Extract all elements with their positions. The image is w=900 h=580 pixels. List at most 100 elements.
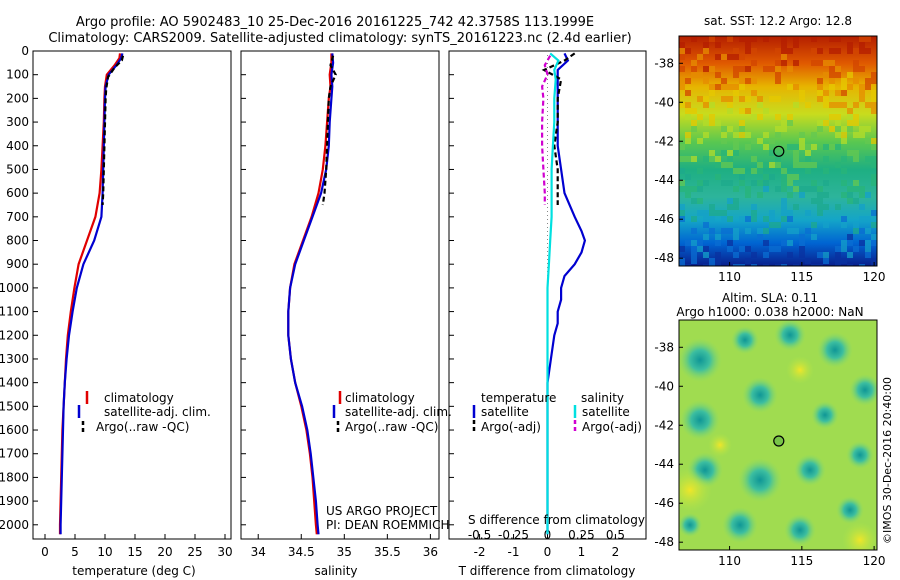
sst-pixel (787, 66, 793, 72)
sst-pixel (787, 228, 793, 234)
sla-eddy (836, 496, 864, 524)
series-line-temperature-argo-adj- (541, 52, 576, 205)
sst-pixel (781, 180, 787, 186)
sst-pixel (727, 126, 733, 132)
sst-pixel (739, 120, 745, 126)
salinity-diff-tick-label: 0.5 (606, 528, 625, 542)
sst-pixel (751, 90, 757, 96)
sst-pixel (697, 96, 703, 102)
sst-pixel (685, 192, 691, 198)
temperature-axes (32, 50, 232, 540)
sla-eddy (679, 338, 722, 382)
sst-pixel (739, 216, 745, 222)
map-y-tick-label: -42 (654, 418, 674, 432)
sst-pixel (781, 210, 787, 216)
sst-pixel (787, 240, 793, 246)
sst-pixel (835, 258, 841, 264)
sst-pixel (823, 120, 829, 126)
sst-pixel (841, 78, 847, 84)
sla-eddy (731, 326, 759, 354)
depth-tick-label: 1400 (0, 376, 29, 390)
map-x-tick-label: 120 (863, 270, 886, 284)
sst-pixel (847, 234, 853, 240)
sst-pixel (781, 120, 787, 126)
depth-tick-label: 2000 (0, 518, 29, 532)
sst-pixel (745, 48, 751, 54)
sla-warm-patch (842, 522, 877, 550)
sst-pixel (871, 102, 877, 108)
sla-eddy (738, 458, 782, 502)
sst-pixel (751, 210, 757, 216)
sst-pixel (835, 132, 841, 138)
sst-pixel (823, 90, 829, 96)
sst-pixel (685, 186, 691, 192)
sst-pixel (865, 84, 871, 90)
legend-argo-label: Argo(..raw -QC) (345, 420, 438, 434)
sst-pixel (715, 84, 721, 90)
map-x-tick-label: 120 (863, 554, 886, 568)
salinity-axes (240, 50, 440, 540)
x-tick-label: -2 (474, 545, 486, 559)
sst-pixel (871, 96, 877, 102)
title-line-1: Argo profile: AO 5902483_10 25-Dec-2016 … (76, 15, 594, 30)
sst-pixel (733, 150, 739, 156)
sst-pixel (853, 186, 859, 192)
sst-pixel (775, 114, 781, 120)
sst-pixel (703, 96, 709, 102)
depth-tick-label: 1900 (0, 494, 29, 508)
sst-pixel (685, 132, 691, 138)
sst-pixel (715, 54, 721, 60)
sst-pixel (763, 264, 769, 266)
sst-pixel (835, 204, 841, 210)
sst-pixel (757, 102, 763, 108)
sst-pixel (805, 156, 811, 162)
sst-pixel (787, 114, 793, 120)
sst-pixel (817, 186, 823, 192)
sst-pixel (715, 156, 721, 162)
sst-pixel (679, 48, 685, 54)
sst-pixel (739, 78, 745, 84)
sst-pixel (679, 210, 685, 216)
sst-pixel (853, 198, 859, 204)
sst-pixel (865, 216, 871, 222)
sla-title-2: Argo h1000: 0.038 h2000: NaN (676, 305, 863, 319)
sst-pixel (775, 246, 781, 252)
sst-pixel (709, 102, 715, 108)
sst-pixel (871, 108, 877, 114)
sst-pixel (817, 198, 823, 204)
sst-pixel (799, 132, 805, 138)
series-line-satellite-adj-clim- (287, 53, 335, 535)
sst-pixel (775, 264, 781, 266)
sst-pixel (793, 156, 799, 162)
sst-pixel (721, 78, 727, 84)
sst-pixel (835, 36, 841, 42)
sst-pixel (811, 132, 817, 138)
map-y-tick-label: -44 (654, 457, 674, 471)
sla-eddy (784, 514, 816, 546)
sst-pixel (781, 54, 787, 60)
x-tick-label: -1 (508, 545, 520, 559)
sst-pixel (775, 60, 781, 66)
sst-pixel (691, 66, 697, 72)
sst-pixel (745, 42, 751, 48)
legend-temp-argo-label: Argo(-adj) (481, 420, 541, 434)
sst-pixel (859, 90, 865, 96)
sst-map-title: sat. SST: 12.2 Argo: 12.8 (704, 14, 852, 28)
sla-eddy (794, 454, 826, 486)
sst-pixel (739, 168, 745, 174)
sst-pixel (793, 102, 799, 108)
sst-pixel (757, 96, 763, 102)
depth-tick-label: 1500 (0, 399, 29, 413)
sst-pixel (787, 210, 793, 216)
sst-pixel (739, 66, 745, 72)
sst-pixel (769, 138, 775, 144)
sst-pixel (865, 240, 871, 246)
map-x-tick-label: 110 (718, 270, 741, 284)
sst-pixel (859, 96, 865, 102)
sst-pixel (781, 42, 787, 48)
sst-pixel (769, 222, 775, 228)
sst-pixel (781, 174, 787, 180)
sst-pixel (715, 210, 721, 216)
depth-tick-label: 600 (6, 186, 29, 200)
sst-pixel (793, 186, 799, 192)
